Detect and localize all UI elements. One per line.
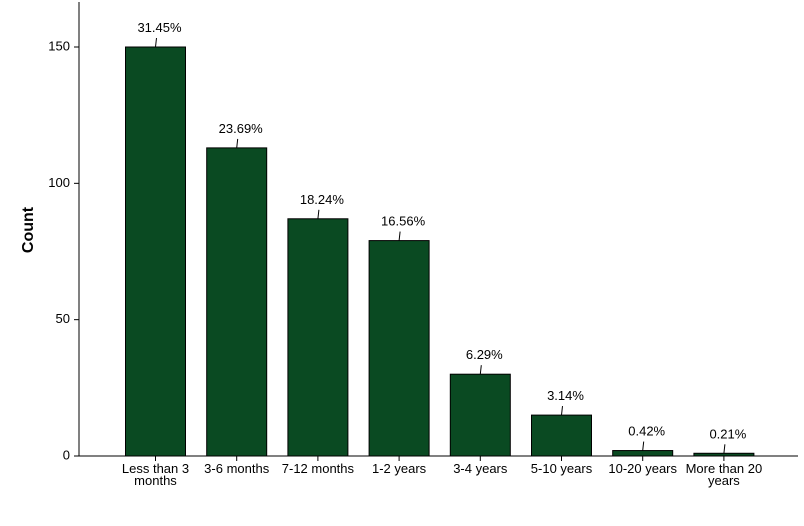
- x-tick-label: 7-12 months: [282, 461, 355, 476]
- x-tick-label-line: 3-4 years: [453, 461, 508, 476]
- bar: [449, 373, 511, 457]
- data-label: 31.45%: [137, 20, 182, 35]
- bars: [125, 46, 755, 457]
- y-tick-label: 0: [63, 447, 70, 462]
- y-tick-label: 50: [56, 311, 70, 326]
- bar: [531, 414, 592, 457]
- x-tick-label-line: 1-2 years: [372, 461, 427, 476]
- data-label-leader: [723, 444, 726, 454]
- data-label-leader: [317, 209, 320, 219]
- bar: [612, 450, 674, 457]
- axes: 0 50 100 150: [48, 2, 798, 462]
- x-tick-label: 3-6 months: [204, 461, 270, 476]
- data-label: 23.69%: [219, 121, 264, 136]
- x-tick-label-line: 3-6 months: [204, 461, 270, 476]
- bar: [287, 218, 349, 457]
- data-label: 0.42%: [628, 424, 665, 439]
- data-label: 18.24%: [300, 192, 345, 207]
- data-label: 6.29%: [466, 347, 503, 362]
- x-tick-label: 5-10 years: [531, 461, 593, 476]
- x-tick-label-line: Less than 3: [122, 461, 189, 476]
- data-label: 0.21%: [709, 426, 746, 441]
- y-axis-title: Count: [20, 206, 37, 253]
- x-tick-label-line: More than 20: [686, 461, 763, 476]
- bar: [125, 46, 186, 457]
- data-labels: 31.45% 23.69% 18.24% 16.56% 6.29% 3.14% 0.42% 0…: [137, 20, 747, 454]
- bar: [693, 452, 755, 457]
- x-tick-label-line: 5-10 years: [531, 461, 593, 476]
- x-tick-label-line: months: [134, 473, 177, 488]
- data-label-leader: [236, 138, 239, 148]
- data-label-leader: [642, 441, 645, 451]
- bar: [368, 240, 430, 457]
- y-tick-label: 100: [48, 175, 70, 190]
- x-tick-label: More than 20 years: [686, 461, 763, 488]
- x-axis-categories: Less than 3 months 3-6 months 7-12 months 1-…: [122, 456, 762, 488]
- x-tick-label: 10-20 years: [608, 461, 677, 476]
- y-tick-label: 150: [48, 38, 70, 53]
- data-label: 3.14%: [547, 388, 584, 403]
- x-tick-label: Less than 3 months: [122, 461, 189, 488]
- data-label-leader: [155, 37, 157, 48]
- data-label-leader: [479, 365, 482, 375]
- bar: [206, 147, 268, 457]
- x-tick-label: 1-2 years: [372, 461, 427, 476]
- x-tick-label: 3-4 years: [453, 461, 508, 476]
- data-label-leader: [398, 231, 401, 241]
- data-label-leader: [561, 406, 563, 416]
- data-label: 16.56%: [381, 214, 426, 229]
- x-tick-label-line: years: [708, 473, 740, 488]
- x-tick-label-line: 7-12 months: [282, 461, 355, 476]
- x-tick-label-line: 10-20 years: [608, 461, 677, 476]
